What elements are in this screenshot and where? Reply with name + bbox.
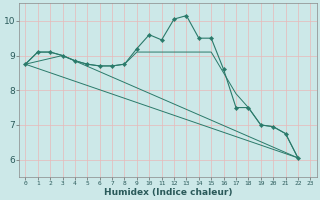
X-axis label: Humidex (Indice chaleur): Humidex (Indice chaleur) <box>104 188 232 197</box>
